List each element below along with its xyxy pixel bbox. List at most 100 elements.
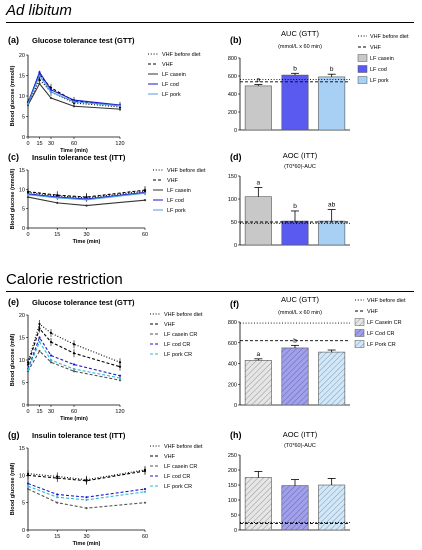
panel-label: (h): [230, 430, 242, 440]
y-tick-label: 10: [19, 187, 25, 193]
legend-label: LF casein: [162, 72, 186, 78]
panel-subtitle: (T0*60)-AUC: [284, 443, 316, 449]
y-tick-label: 15: [19, 74, 25, 80]
data-point: [38, 336, 41, 339]
y-tick-label: 250: [228, 453, 237, 459]
legend-label: LF casein CR: [164, 464, 197, 470]
data-point: [26, 487, 30, 491]
y-tick-label: 100: [228, 498, 237, 504]
panel-label: (c): [8, 152, 19, 162]
y-tick-label: 800: [228, 320, 237, 326]
y-tick-label: 5: [22, 207, 25, 213]
section-title-calorie-restriction: Calorie restriction: [6, 271, 123, 288]
x-tick-label: 30: [83, 534, 89, 540]
legend-label: VHF: [167, 178, 179, 184]
panel-title: Insulin tolerance test (ITT): [32, 153, 126, 162]
legend-label: LF pork: [167, 208, 186, 214]
panel-subtitle: (T0*60)-AUC: [284, 164, 316, 170]
x-tick-label: 15: [54, 534, 60, 540]
x-tick-label: 120: [115, 409, 124, 415]
legend-swatch-hatch: [355, 340, 364, 348]
series-line: [27, 191, 146, 200]
significance-label: b: [330, 66, 334, 73]
legend-label: VHF before diet: [164, 444, 203, 450]
data-point: [38, 82, 41, 85]
bar: [318, 220, 346, 246]
y-tick-label: 15: [19, 446, 25, 452]
data-point: [72, 99, 76, 102]
data-point: [56, 196, 59, 199]
y-tick-label: 10: [19, 358, 25, 364]
panel-title: AOC (ITT): [283, 430, 318, 439]
data-point: [72, 100, 76, 103]
y-tick-label: 15: [19, 336, 25, 342]
y-tick-label: 200: [228, 382, 237, 388]
y-tick-label: 100: [228, 197, 237, 203]
x-tick-label: 0: [26, 232, 29, 238]
data-point: [49, 90, 53, 93]
data-point: [26, 195, 30, 199]
data-point: [118, 104, 122, 107]
y-tick-label: 0: [234, 528, 237, 534]
legend-label: LF pork CR: [164, 484, 192, 490]
x-tick-label: 30: [83, 232, 89, 238]
y-axis-label: Blood glucose (mM): [10, 334, 16, 387]
bar-hatch: [245, 360, 272, 405]
series-line: [27, 350, 121, 381]
data-point: [72, 367, 76, 371]
section-divider: [6, 291, 414, 292]
legend-label: LF pork: [370, 78, 389, 84]
panel-title: AUC (GTT): [281, 29, 319, 38]
x-tick-label: 0: [26, 409, 29, 415]
data-point: [56, 201, 59, 204]
y-tick-label: 0: [22, 135, 25, 141]
data-point: [118, 108, 122, 111]
x-axis-label: Time (min): [73, 541, 101, 547]
legend-label: LF casein CR: [164, 332, 197, 338]
legend-label: LF casein: [370, 56, 394, 62]
x-axis-label: Time (min): [60, 416, 88, 422]
x-tick-label: 0: [26, 534, 29, 540]
legend-label: VHF: [162, 62, 174, 68]
legend-label: VHF before diet: [167, 168, 206, 174]
legend-label: LF pork: [162, 92, 181, 98]
data-point: [38, 340, 41, 344]
section-divider: [6, 22, 414, 23]
panel-title: AOC (ITT): [283, 151, 318, 160]
significance-label: a: [257, 77, 261, 84]
legend-label: VHF: [367, 309, 379, 315]
data-point: [85, 498, 88, 502]
legend-label: LF cod CR: [164, 342, 190, 348]
legend-label: LF cod CR: [164, 474, 190, 480]
y-tick-label: 600: [228, 341, 237, 347]
y-tick-label: 10: [19, 473, 25, 479]
panel-subtitle: (mmol/L x 60 min): [278, 310, 322, 316]
data-point: [26, 102, 30, 105]
data-point: [38, 74, 41, 77]
panel-title: Glucose tolerance test (GTT): [32, 36, 135, 45]
series-line: [27, 483, 146, 498]
series-line: [27, 469, 146, 481]
y-tick-label: 50: [231, 513, 237, 519]
x-tick-label: 0: [26, 141, 29, 147]
significance-label: b: [293, 65, 297, 72]
x-tick-label: 30: [48, 141, 54, 147]
y-tick-label: 20: [19, 53, 25, 59]
y-axis-label: Blood glucose (mmol/l): [10, 65, 16, 126]
data-point: [85, 507, 88, 510]
y-tick-label: 0: [234, 403, 237, 409]
legend-label: VHF: [370, 45, 382, 51]
data-point: [118, 379, 122, 382]
data-point: [26, 482, 30, 485]
data-point: [143, 192, 147, 195]
data-point: [49, 358, 53, 362]
y-tick-label: 200: [228, 110, 237, 116]
x-tick-label: 60: [142, 232, 148, 238]
significance-label: a: [257, 180, 261, 187]
legend-label: LF cod: [370, 67, 387, 73]
y-tick-label: 10: [19, 94, 25, 100]
x-tick-label: 15: [54, 232, 60, 238]
series-line: [27, 485, 146, 501]
